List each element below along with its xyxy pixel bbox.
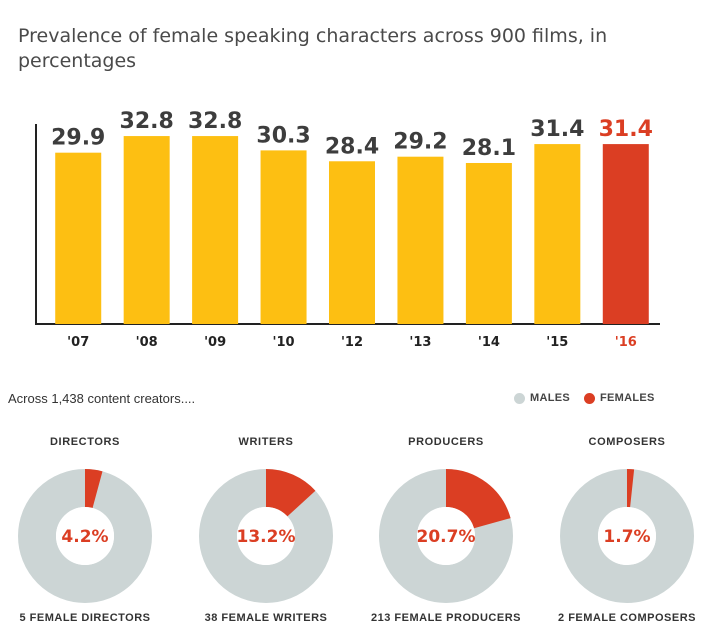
donut-chart: 1.7%: [560, 469, 694, 603]
x-tick-label: '12: [341, 335, 363, 350]
x-tick-label: '09: [204, 335, 226, 350]
x-tick-label: '15: [546, 335, 568, 350]
donut-center-label: 1.7%: [603, 527, 650, 547]
donut-hole: [417, 507, 475, 565]
donut-center-label: 20.7%: [417, 527, 476, 547]
bar: [602, 144, 649, 324]
donut-center-label: 13.2%: [237, 527, 296, 547]
bar: [329, 161, 375, 324]
bar-value-label: 31.4: [530, 117, 584, 142]
bar-value-label: 28.4: [325, 134, 379, 159]
bar-value-label: 32.8: [120, 109, 174, 134]
x-tick-label: '10: [273, 335, 295, 350]
donut-producers: PRODUCERS 20.7% 213 FEMALE PRODUCERS: [356, 436, 536, 624]
bar-value-label: 29.9: [51, 126, 105, 151]
donut-title: DIRECTORS: [50, 436, 120, 448]
legend-item-males: MALES: [514, 392, 570, 404]
donut-title: WRITERS: [238, 436, 294, 448]
legend-swatch-males: [514, 392, 525, 404]
donut-slice-females: [444, 469, 511, 530]
bar-value-label: 29.2: [393, 130, 447, 155]
bar-value-label: 32.8: [188, 109, 242, 134]
bar: [55, 152, 102, 324]
donut-caption: 213 FEMALE PRODUCERS: [371, 612, 521, 624]
donut-directors: DIRECTORS 4.2% 5 FEMALE DIRECTORS: [0, 436, 175, 624]
bar: [397, 156, 444, 324]
bar: [192, 136, 239, 324]
legend-item-females: FEMALES: [584, 392, 655, 404]
donut-hole: [237, 507, 295, 565]
donut-composers: COMPOSERS 1.7% 2 FEMALE COMPOSERS: [537, 436, 712, 624]
donut-slice-females: [264, 469, 316, 518]
donut-title: COMPOSERS: [588, 436, 666, 448]
bar: [465, 162, 512, 324]
creators-subheading: Across 1,438 content creators....: [8, 391, 196, 406]
donut-hole: [56, 507, 114, 565]
x-tick-label: '07: [67, 335, 89, 350]
bar: [123, 136, 170, 324]
bar-value-label: 31.4: [599, 117, 653, 142]
donut-caption: 5 FEMALE DIRECTORS: [19, 612, 151, 624]
donut-center-label: 4.2%: [61, 527, 108, 547]
donut-chart: 13.2%: [199, 469, 333, 603]
donut-caption: 38 FEMALE WRITERS: [204, 612, 328, 624]
donut-title: PRODUCERS: [408, 436, 484, 448]
donut-caption: 2 FEMALE COMPOSERS: [558, 612, 696, 624]
donut-chart: 4.2%: [18, 469, 152, 603]
legend-swatch-females: [584, 392, 595, 404]
donut-slice-females: [84, 469, 103, 509]
bar-chart: 29.9 '07 32.8 '08 32.8 '09 30.3 '10 28.4 '12 29.2 '…: [35, 109, 660, 350]
legend: MALES FEMALES: [514, 392, 669, 404]
donut-hole: [598, 507, 656, 565]
donut-chart: 20.7%: [379, 469, 513, 603]
x-tick-label: '16: [615, 335, 637, 350]
bar: [534, 144, 581, 324]
x-tick-label: '13: [409, 335, 431, 350]
bar-value-label: 28.1: [462, 136, 516, 161]
legend-label-males: MALES: [530, 392, 570, 404]
donut-writers: WRITERS 13.2% 38 FEMALE WRITERS: [176, 436, 356, 624]
bar: [260, 150, 307, 324]
bar-value-label: 30.3: [256, 123, 310, 148]
legend-label-females: FEMALES: [600, 392, 655, 404]
chart-title: Prevalence of female speaking characters…: [18, 25, 608, 72]
x-tick-label: '08: [136, 335, 158, 350]
x-tick-label: '14: [478, 335, 500, 350]
